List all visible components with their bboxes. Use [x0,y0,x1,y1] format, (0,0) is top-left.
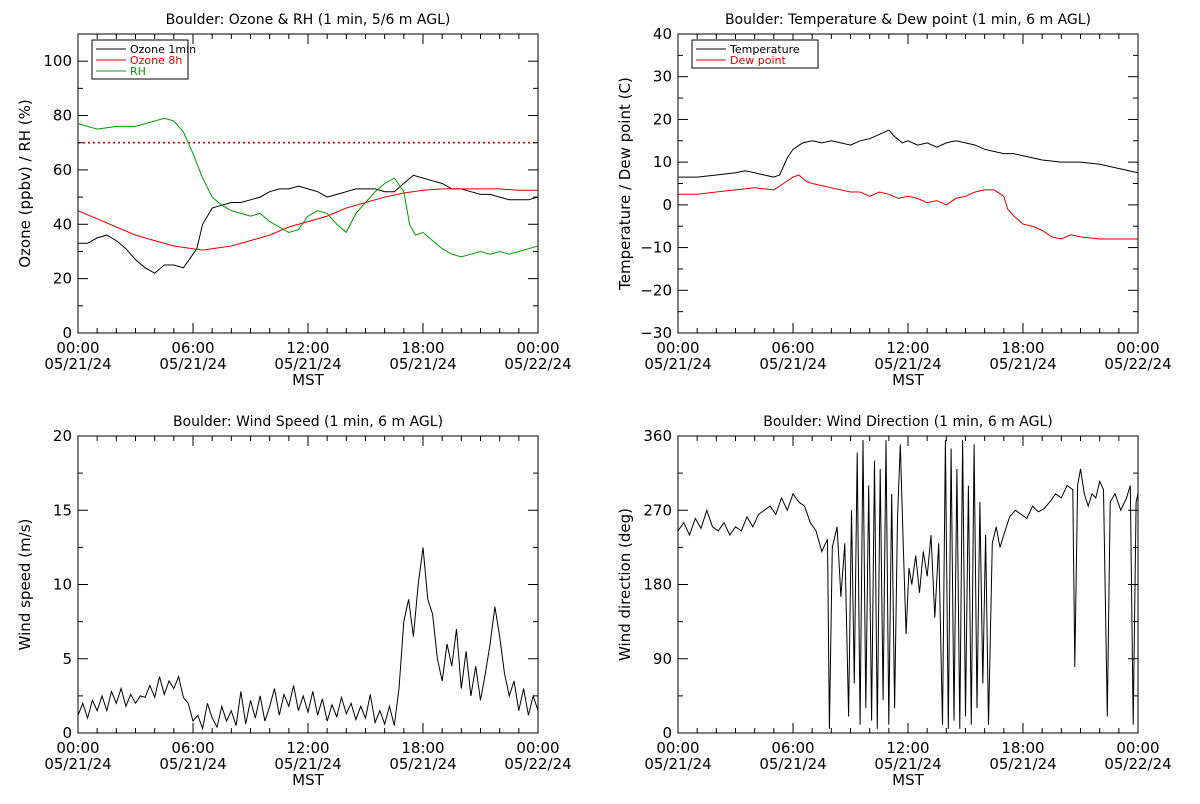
y-tick-label: 270 [643,501,672,519]
x-tick-date: 05/22/24 [504,355,571,373]
x-tick-time: 12:00 [286,739,329,757]
x-tick-date: 05/21/24 [644,755,711,773]
x-tick-time: 00:00 [56,739,99,757]
y-tick-label: 40 [53,215,72,233]
x-tick-time: 00:00 [1116,339,1159,357]
x-tick-time: 00:00 [56,339,99,357]
x-tick-date: 05/21/24 [874,755,941,773]
panel-title: Boulder: Temperature & Dew point (1 min,… [725,12,1091,28]
series-line-1 [678,440,1138,729]
y-tick-label: 15 [53,501,72,519]
x-tick-time: 12:00 [886,739,929,757]
legend-box [691,39,819,69]
y-tick-label: −10 [640,239,672,257]
x-tick-date: 05/21/24 [874,355,941,373]
x-tick-time: 06:00 [171,339,214,357]
plot-frame [77,435,539,734]
y-tick-label: 0 [662,724,672,742]
legend-label: Ozone 1min [130,43,196,56]
x-tick-date: 05/21/24 [759,355,826,373]
series-line-ozone-8h [78,188,538,251]
plot-frame [677,33,1139,334]
x-tick-date: 05/21/24 [644,355,711,373]
x-axis-label: MST [892,371,924,389]
x-tick-time: 18:00 [401,739,444,757]
series-line-temperature [678,129,1138,178]
x-tick-date: 05/21/24 [159,755,226,773]
y-tick-label: 0 [662,196,672,214]
y-tick-label: 180 [643,576,672,594]
x-tick-time: 18:00 [401,339,444,357]
x-tick-time: 18:00 [1001,339,1044,357]
y-tick-label: 0 [62,324,72,342]
x-tick-time: 12:00 [886,339,929,357]
x-tick-time: 00:00 [656,339,699,357]
y-axis-label: Wind direction (deg) [616,508,634,661]
x-tick-time: 06:00 [771,339,814,357]
series-line-rh [78,117,538,258]
y-axis-label: Temperature / Dew point (C) [616,77,634,291]
panel-2: Boulder: Temperature & Dew point (1 min,… [616,12,1172,389]
y-tick-label: 40 [653,25,672,43]
series-line-ozone-1min [78,174,538,274]
legend-label: Dew point [730,54,786,67]
y-tick-label: −30 [640,324,672,342]
y-axis-label: Wind speed (m/s) [16,519,34,651]
x-tick-time: 06:00 [771,739,814,757]
x-tick-date: 05/21/24 [759,755,826,773]
x-tick-date: 05/21/24 [44,355,111,373]
y-tick-label: 5 [62,650,72,668]
x-axis-label: MST [892,771,924,789]
x-tick-time: 00:00 [656,739,699,757]
y-tick-label: 10 [53,576,72,594]
legend-label: RH [130,65,146,78]
x-tick-date: 05/21/24 [159,355,226,373]
y-tick-label: 80 [53,107,72,125]
x-tick-time: 00:00 [516,339,559,357]
series-line-dew-point [678,174,1138,240]
y-tick-label: 30 [653,68,672,86]
x-tick-date: 05/22/24 [504,755,571,773]
y-tick-label: 90 [653,650,672,668]
y-tick-label: 20 [53,427,72,445]
panel-1: Boulder: Ozone & RH (1 min, 5/6 m AGL)00… [16,12,572,389]
x-tick-date: 05/22/24 [1104,755,1171,773]
legend-label: Ozone 8h [130,54,182,67]
y-tick-label: 360 [643,427,672,445]
panel-title: Boulder: Ozone & RH (1 min, 5/6 m AGL) [166,12,451,28]
panel-3: Boulder: Wind Speed (1 min, 6 m AGL) 00:0… [16,414,572,789]
x-tick-date: 05/21/24 [274,355,341,373]
x-tick-date: 05/21/24 [389,755,456,773]
x-tick-date: 05/21/24 [989,755,1056,773]
x-tick-date: 05/21/24 [389,355,456,373]
x-tick-time: 18:00 [1001,739,1044,757]
panel-4: Boulder: Wind Direction (1 min, 6 m AGL)… [616,414,1172,789]
y-tick-label: 20 [653,110,672,128]
x-tick-date: 05/22/24 [1104,355,1171,373]
y-axis-label: Ozone (ppbv) / RH (%) [16,99,34,268]
y-tick-label: 10 [653,153,672,171]
y-tick-label: 0 [62,724,72,742]
y-tick-label: −20 [640,281,672,299]
x-tick-time: 00:00 [516,739,559,757]
y-tick-label: 20 [53,270,72,288]
panel-title: Boulder: Wind Direction (1 min, 6 m AGL) [763,414,1052,430]
y-tick-label: 60 [53,161,72,179]
x-tick-time: 00:00 [1116,739,1159,757]
legend-label: Temperature [729,43,800,56]
x-tick-date: 05/21/24 [274,755,341,773]
y-tick-label: 100 [43,52,72,70]
x-tick-date: 05/21/24 [989,355,1056,373]
x-tick-time: 12:00 [286,339,329,357]
x-axis-label: MST [292,771,324,789]
x-tick-time: 06:00 [171,739,214,757]
x-tick-date: 05/21/24 [44,755,111,773]
panel-title: Boulder: Wind Speed (1 min, 6 m AGL) [173,414,443,430]
series-line-1 [78,547,538,731]
x-axis-label: MST [292,371,324,389]
